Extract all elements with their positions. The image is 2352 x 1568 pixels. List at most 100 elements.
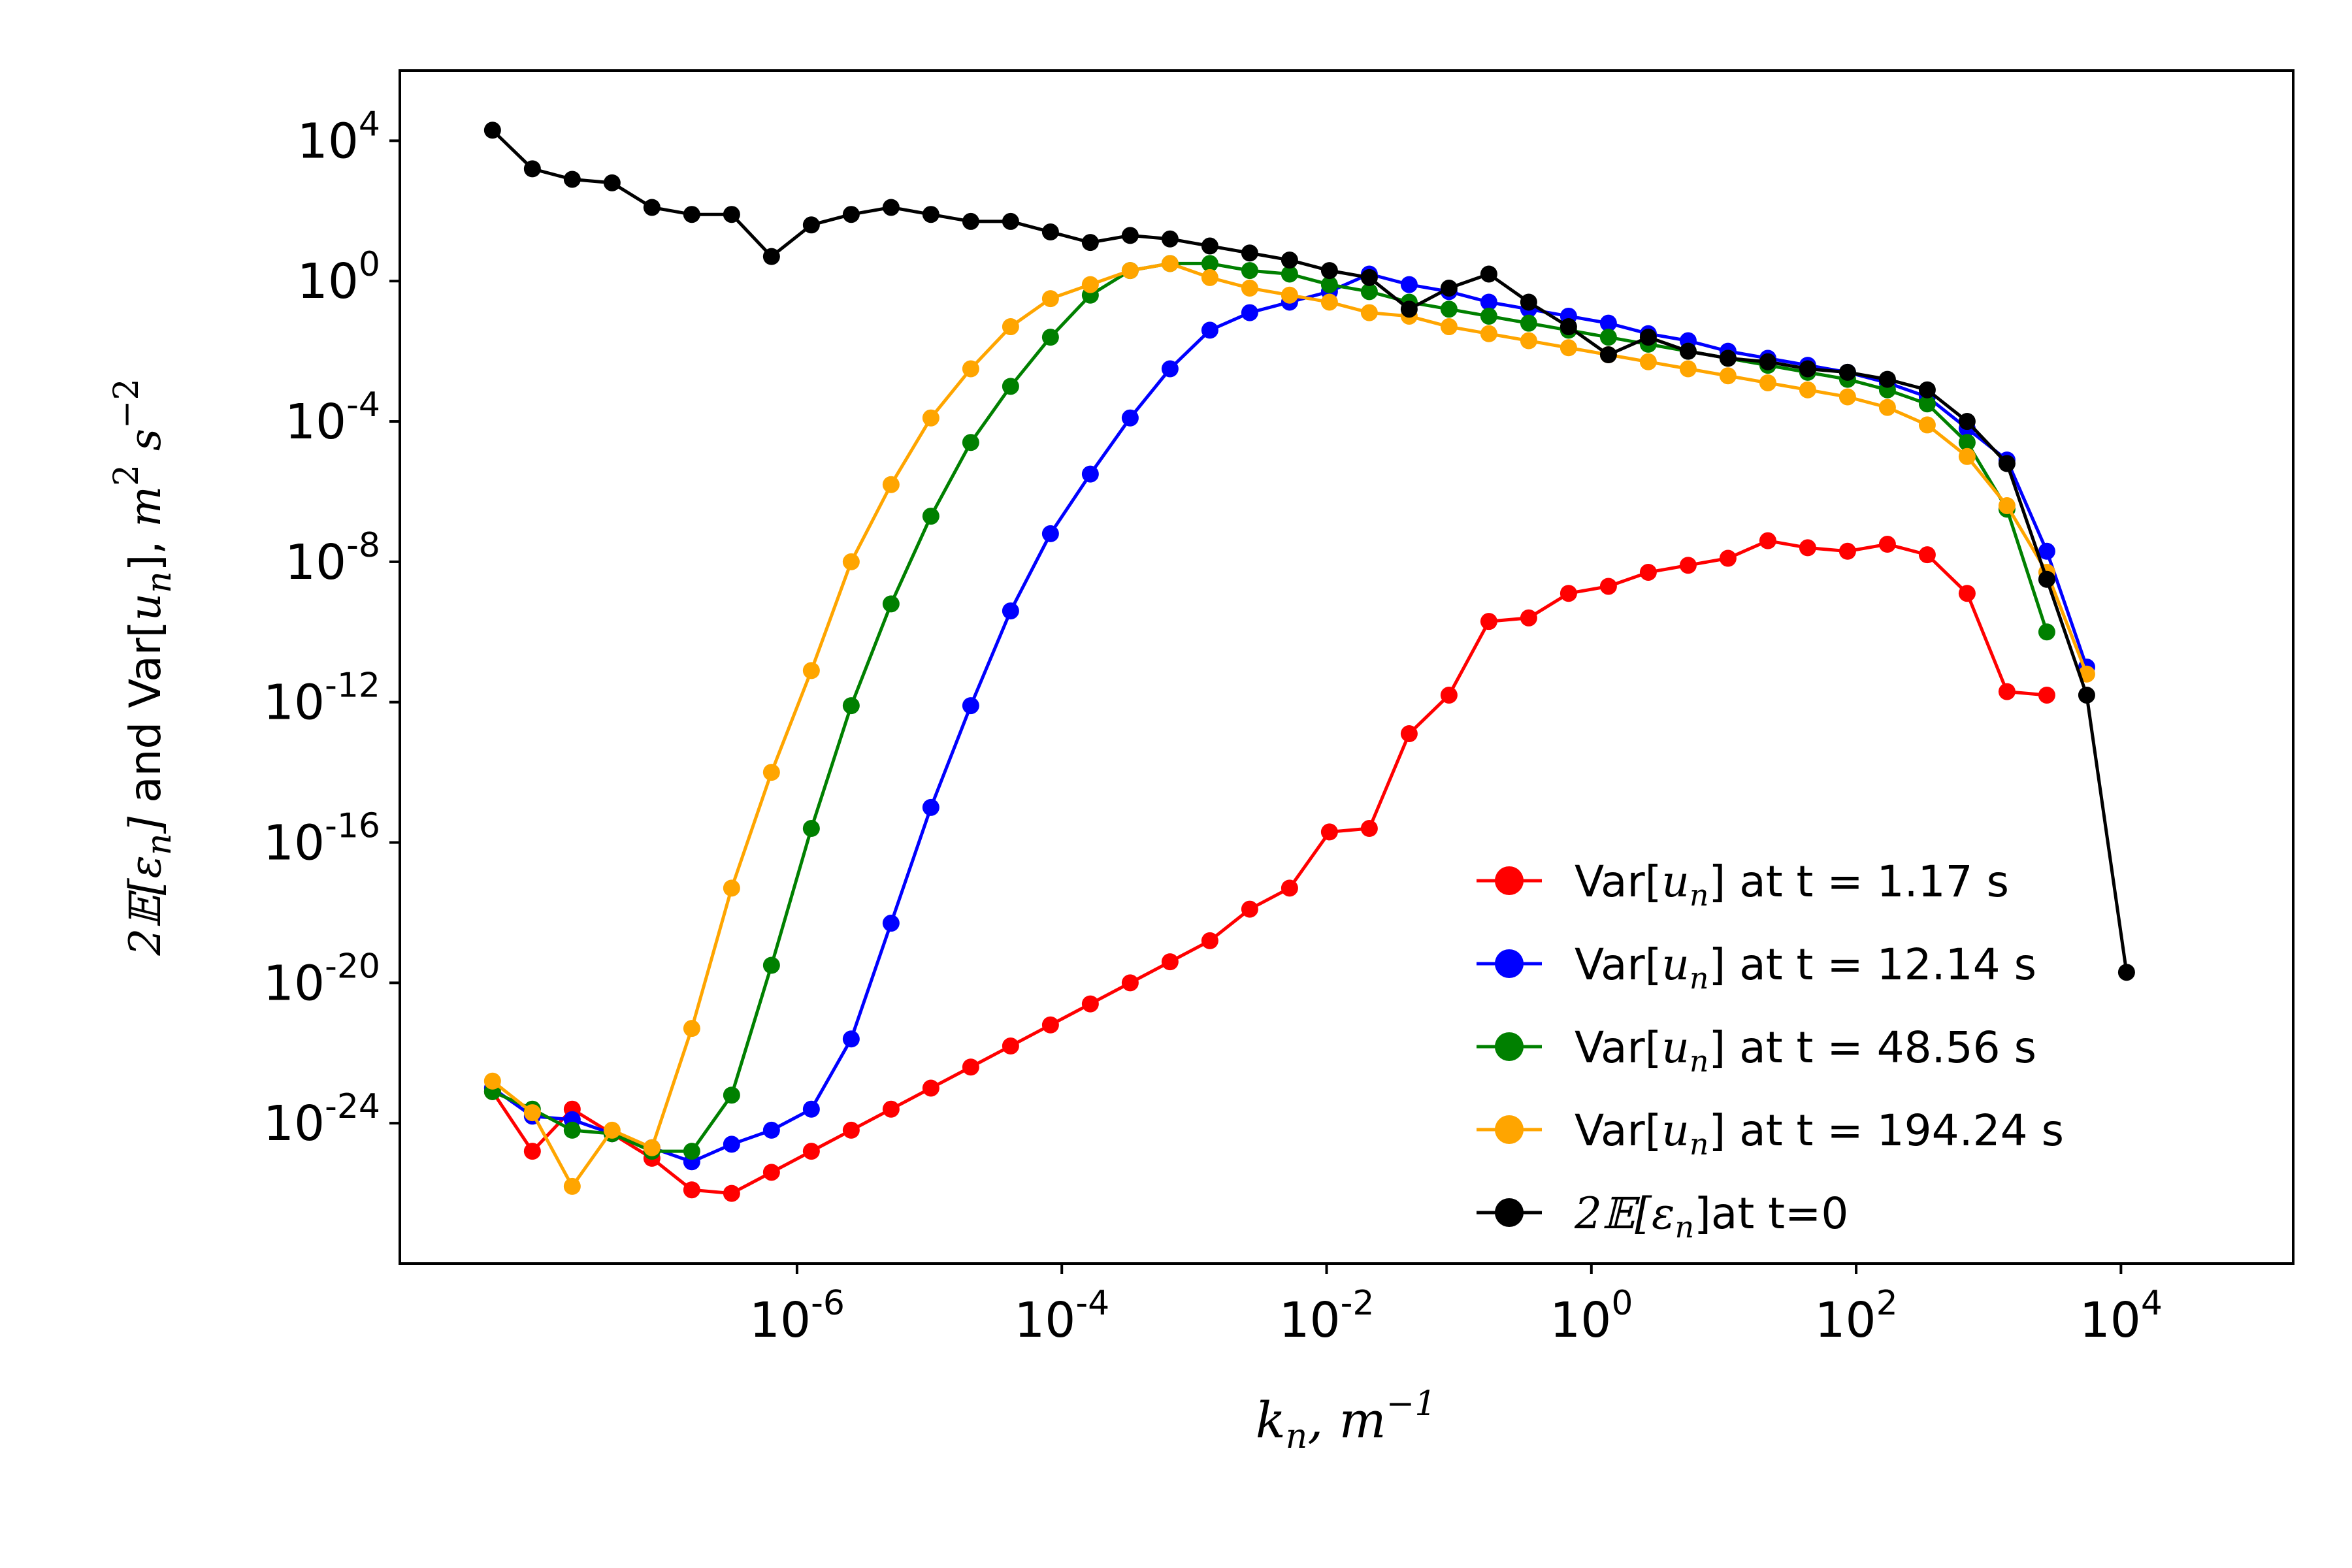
data-point [1041,525,1059,542]
data-point [1599,578,1617,595]
data-point [1838,542,1856,560]
data-point [723,206,740,223]
x-tick-label: 10-6 [749,1284,845,1348]
data-point [1161,360,1179,378]
data-point [1081,234,1099,252]
data-point [1679,360,1697,378]
data-point [2038,570,2055,588]
data-point [882,476,900,493]
data-point [922,1079,939,1097]
x-tick-label: 102 [1814,1284,1897,1348]
series-0 [483,532,2055,1202]
data-point [1958,434,1976,451]
data-point [1161,953,1179,971]
data-point [1520,332,1537,350]
x-tick-label: 10-2 [1279,1284,1374,1348]
data-point [1002,212,1019,230]
data-point [1320,262,1338,280]
data-point [1599,314,1617,332]
data-point [1360,269,1378,286]
legend: Var[un] at t = 1.17 s Var[un] at t = 12.1… [1477,857,2064,1245]
data-point [962,697,979,715]
y-tick-label: 10-16 [263,807,380,872]
data-point [683,1181,700,1199]
data-point [1360,304,1378,321]
data-point [1241,244,1258,262]
data-point [1958,413,1976,431]
data-point [683,1020,700,1037]
legend-label: Var[un] at t = 1.17 s [1575,857,2009,913]
data-point [762,956,780,974]
data-point [723,1086,740,1104]
data-point [1320,293,1338,311]
data-point [1201,237,1218,255]
data-point [563,1177,581,1195]
data-point [2117,964,2135,981]
data-point [1281,265,1298,283]
data-point [1958,585,1976,602]
data-point [1719,350,1737,367]
data-point [603,1121,621,1139]
data-point [563,171,581,188]
x-tick-label: 104 [2080,1284,2163,1348]
data-point [1440,279,1458,297]
x-tick-label: 10-4 [1014,1284,1109,1348]
data-point [1400,301,1418,318]
data-point [842,697,860,715]
data-point [1041,290,1059,308]
data-point [1241,304,1258,321]
y-tick-label: 100 [297,245,380,310]
data-point [1998,497,2016,514]
data-point [1719,549,1737,567]
series-3 [483,255,2095,1195]
data-point [1560,318,1577,336]
data-point [1121,974,1139,992]
data-point [922,206,939,223]
data-point [842,1121,860,1139]
data-point [723,1184,740,1202]
legend-label: Var[un] at t = 12.14 s [1575,939,2036,996]
series-layer [483,122,2135,1202]
data-point [2038,686,2055,704]
data-point [1918,546,1936,564]
data-point [1002,1037,1019,1055]
data-point [1560,339,1577,357]
data-point [1281,286,1298,304]
data-point [1201,269,1218,286]
data-point [1719,367,1737,385]
data-point [842,206,860,223]
y-axis-ticks: 104 100 10-4 10-8 10-12 10-16 10-20 10-24 [263,105,400,1152]
data-point [1041,329,1059,346]
x-axis-ticks: 10-6 10-4 10-2 100 102 104 [749,1264,2163,1348]
data-point [1878,370,1896,388]
data-point [1759,353,1776,370]
data-point [1560,585,1577,602]
data-point [603,174,621,191]
data-point [882,199,900,216]
series-line [491,261,2049,1153]
data-point [1360,820,1378,838]
data-point [1639,353,1657,370]
series-line [491,129,2129,973]
data-point [1520,314,1537,332]
y-tick-label: 10-12 [263,666,380,731]
data-point [842,553,860,570]
data-point [1161,230,1179,248]
data-point [922,798,939,816]
data-point [2038,542,2055,560]
data-point [1440,318,1458,336]
data-point [1041,1016,1059,1034]
data-point [1998,455,2016,472]
data-point [1002,378,1019,395]
series-4 [483,122,2135,981]
data-point [1679,342,1697,360]
x-tick-label: 100 [1550,1284,1633,1348]
data-point [802,1143,820,1160]
data-point [1520,609,1537,627]
data-point [1480,613,1497,630]
data-point [1799,381,1816,399]
data-point [723,1135,740,1153]
svg-text:2𝔼[εn] and Var[un], m2 s−2: 2𝔼[εn] and Var[un], m2 s−2 [107,378,179,956]
data-point [1002,318,1019,336]
